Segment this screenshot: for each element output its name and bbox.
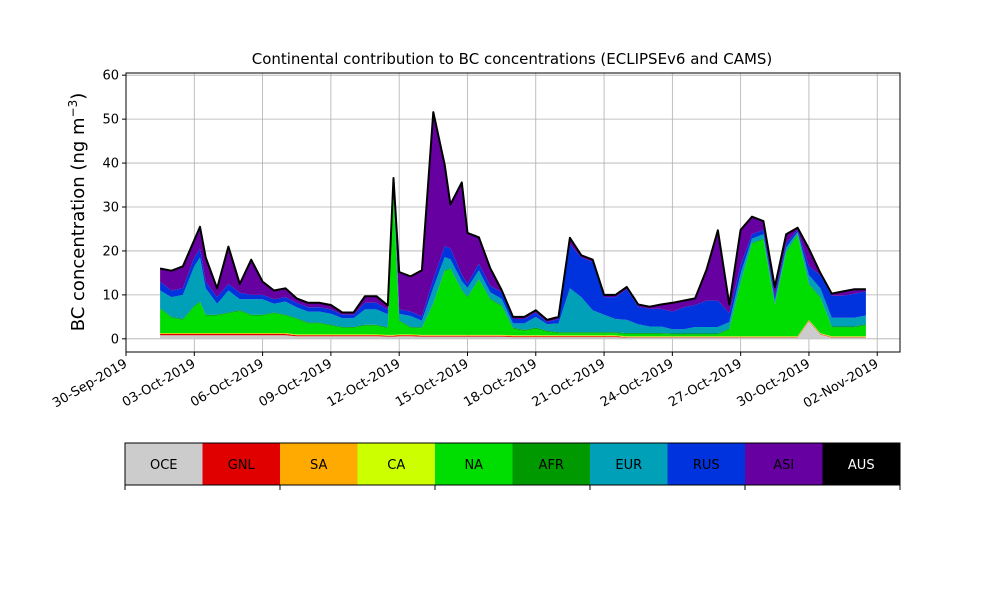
y-tick-label: 60 (102, 69, 119, 84)
area-oce (160, 321, 866, 339)
y-axis-label: BC concentration (ng m−3) (66, 93, 89, 332)
colorbar-swatch-na (435, 443, 513, 485)
colorbar-label-rus: RUS (693, 458, 720, 473)
axes-frame (125, 72, 901, 353)
colorbar-label-na: NA (464, 458, 483, 473)
y-axis: 0 10 20 30 40 50 60 (102, 69, 126, 347)
y-tick-label: 30 (102, 201, 119, 216)
y-tick-label: 10 (102, 288, 119, 303)
area-na (160, 192, 866, 337)
total-outline (159, 111, 866, 321)
total-line (159, 111, 866, 321)
colorbar-label-afr: AFR (539, 458, 564, 473)
colorbar-label-oce: OCE (150, 458, 178, 473)
colorbar-label-eur: EUR (615, 458, 642, 473)
y-tick-label: 50 (102, 113, 119, 128)
colorbar-label-aus: AUS (848, 458, 875, 473)
colorbar-swatch-rus (667, 443, 746, 485)
colorbar-label-ca: CA (387, 458, 405, 473)
colorbar-swatch-afr (512, 443, 591, 485)
colorbar-swatch-aus (822, 443, 901, 485)
y-axis-label-exponent: −3 (66, 100, 80, 118)
colorbar-label-gnl: GNL (228, 458, 256, 473)
colorbar-frame (124, 442, 901, 486)
y-axis-label-main: BC concentration (ng m (68, 117, 89, 331)
y-tick-label: 20 (102, 244, 119, 259)
stacked-areas (160, 112, 866, 339)
colorbar-swatch-sa (280, 443, 358, 485)
colorbar-label-asi: ASI (773, 458, 794, 473)
colorbar-swatch-ca (357, 443, 436, 485)
colorbar-swatch-gnl (202, 443, 281, 485)
colorbar-swatch-eur (590, 443, 668, 485)
y-tick-label: 0 (111, 332, 119, 347)
y-tick-label: 40 (102, 157, 119, 172)
colorbar-swatch-oce (125, 443, 203, 485)
colorbar-label-sa: SA (310, 458, 327, 473)
colorbar-swatch-asi (745, 443, 823, 485)
chart-title: Continental contribution to BC concentra… (252, 50, 773, 68)
colorbar-legend: OCE GNL SA CA NA AFR EUR RUS ASI AUS (124, 442, 901, 490)
y-axis-label-close: ) (68, 93, 89, 100)
